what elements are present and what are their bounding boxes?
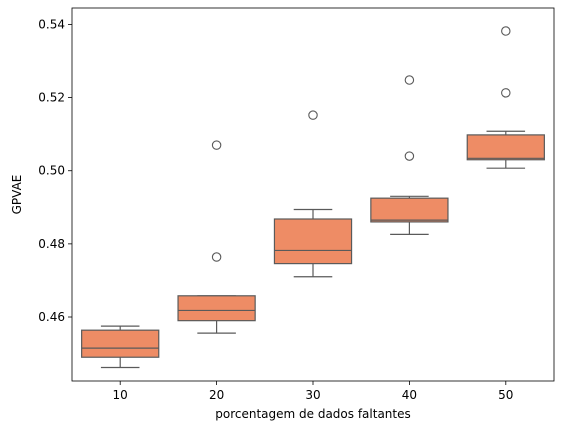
x-tick-label: 50 [498, 388, 513, 402]
outlier-point [404, 75, 415, 85]
x-axis: 10 20 30 40 50 [113, 381, 513, 402]
y-tick-label: 0.48 [38, 237, 65, 251]
outlier-point [501, 26, 511, 36]
y-tick-label: 0.52 [38, 91, 65, 105]
box-group-20 [177, 140, 256, 334]
x-tick-label: 30 [305, 388, 320, 402]
box-iqr [370, 197, 449, 223]
box-iqr [273, 218, 353, 265]
box-group-50 [466, 26, 545, 169]
box-group-40 [370, 75, 449, 235]
box-iqr [466, 134, 545, 161]
plot-area [81, 26, 545, 369]
x-tick-label: 10 [113, 388, 128, 402]
box-iqr [81, 329, 160, 358]
box-group-30 [273, 110, 353, 278]
box-iqr [177, 295, 256, 322]
outlier-point [308, 110, 318, 120]
y-tick-label: 0.50 [38, 164, 65, 178]
axes-frame [71, 7, 555, 382]
x-tick-label: 40 [402, 388, 417, 402]
outlier-point [501, 88, 511, 98]
outlier-point [211, 252, 222, 262]
x-axis-label: porcentagem de dados faltantes [215, 407, 411, 421]
x-tick-label: 20 [209, 388, 224, 402]
outlier-point [211, 140, 222, 150]
y-tick-label: 0.54 [38, 17, 65, 31]
y-axis: 0.46 0.48 0.50 0.52 0.54 [38, 17, 72, 324]
box-group-10 [81, 325, 160, 369]
y-axis-label: GPVAE [10, 175, 24, 215]
outlier-point [404, 151, 415, 161]
y-tick-label: 0.46 [38, 310, 65, 324]
